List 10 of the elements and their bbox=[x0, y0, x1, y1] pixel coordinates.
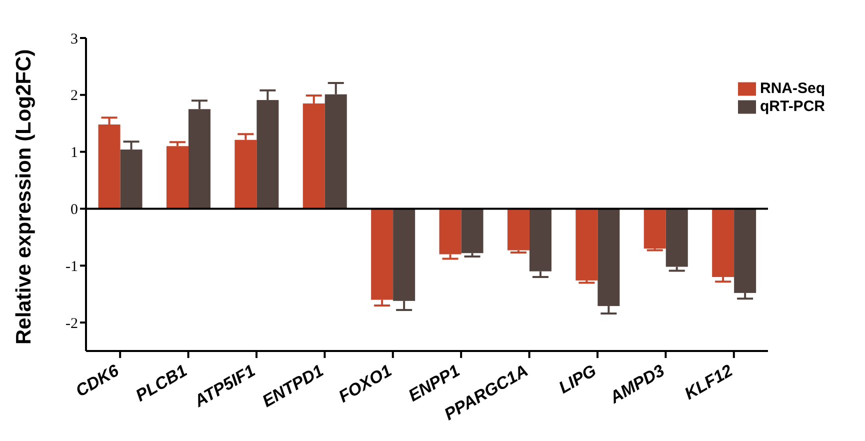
legend-label: RNA-Seq bbox=[760, 80, 825, 97]
y-tick-label: -1 bbox=[66, 258, 78, 275]
y-axis-title: Relative expression (Log2FC) bbox=[12, 49, 36, 344]
legend-label: qRT-PCR bbox=[760, 98, 825, 116]
x-tick-label: LIPG bbox=[556, 361, 600, 398]
y-tick-label: 1 bbox=[70, 145, 78, 162]
y-tick-label: -2 bbox=[66, 316, 78, 332]
y-tick-label: 3 bbox=[70, 31, 78, 48]
y-tick-label: 0 bbox=[70, 202, 78, 218]
y-tick-label: 2 bbox=[70, 88, 78, 104]
